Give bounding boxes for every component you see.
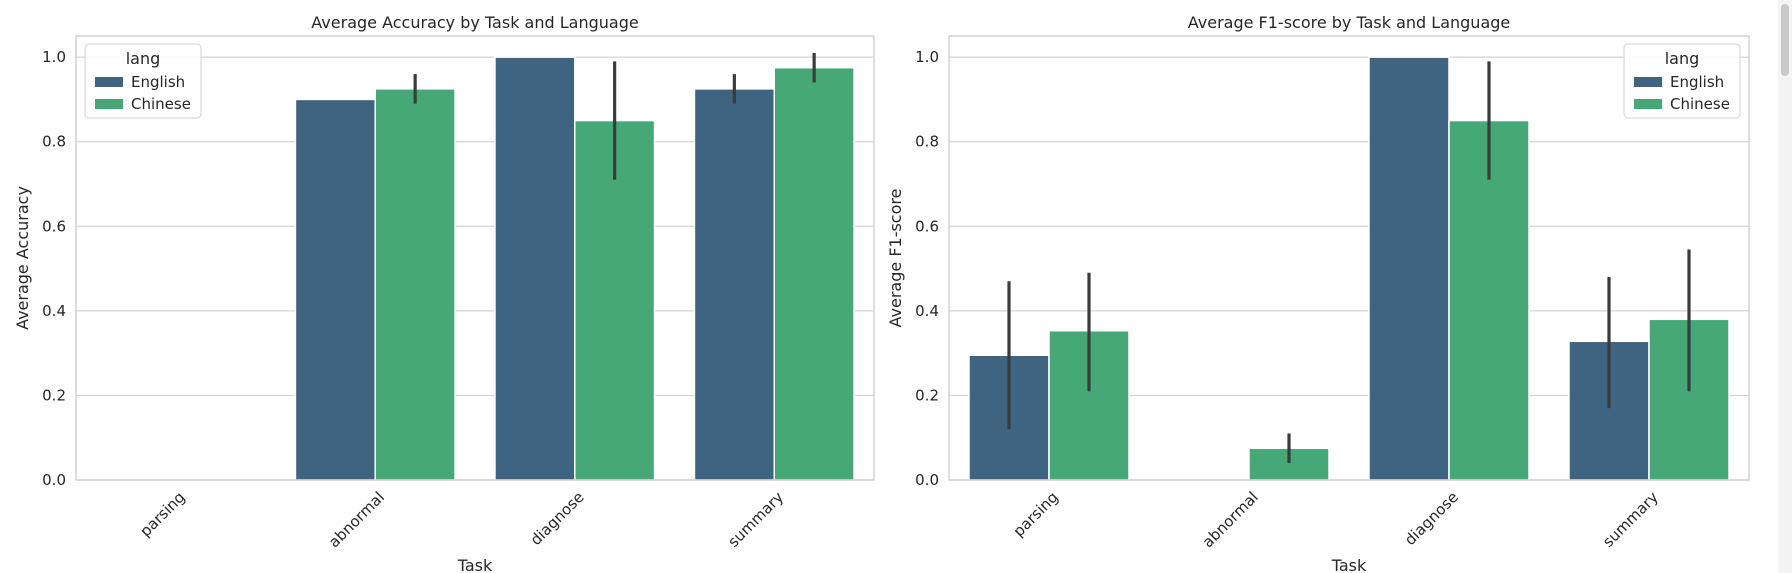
x-tick-label: summary [724,488,787,551]
x-tick-label: parsing [136,488,188,540]
chart-panel-1: 0.0 0.2 0.4 0.6 0.8 1.0 parsing abnormal diagnos… [13,13,875,573]
legend-swatch-english [95,77,123,87]
scrollbar-thumb[interactable] [1781,4,1789,76]
legend: lang English Chinese [84,43,202,119]
bar-english-diagnose [494,56,576,481]
y-tick-label: 0.2 [915,386,939,404]
y-tick-label: 1.0 [915,48,939,66]
legend-label-chinese: Chinese [1670,95,1730,113]
y-tick-label: 0.0 [915,471,939,489]
y-tick-label: 0.8 [42,133,66,151]
chart-title: Average Accuracy by Task and Language [311,13,638,32]
y-tick-label: 0.4 [42,302,66,320]
legend-title: lang [126,49,161,68]
x-tick-label: abnormal [1199,488,1262,551]
bar-chinese-diagnose [574,119,656,481]
legend: lang English Chinese [1623,43,1741,119]
y-tick-label: 0.6 [42,217,66,235]
bar-english-summary [693,88,776,481]
y-axis-label: Average Accuracy [13,186,32,330]
y-axis-label: Average F1-score [886,189,905,328]
bar-english-diagnose [1368,56,1450,481]
legend-swatch-chinese [95,99,123,109]
x-axis-label: Task [457,556,493,573]
legend-swatch-english [1634,77,1662,87]
plot-frame [948,35,1750,481]
bar-chinese-summary [773,66,855,481]
bar-chinese-diagnose [1448,119,1530,481]
x-tick-label: summary [1599,488,1662,551]
x-tick-label: parsing [1010,488,1062,540]
legend-label-chinese: Chinese [131,95,191,113]
legend-label-english: English [131,73,185,91]
x-tick-label: diagnose [527,488,588,549]
chart-panel-2: 0.0 0.2 0.4 0.6 0.8 1.0 parsing abnormal diagnos… [886,13,1750,573]
y-tick-label: 1.0 [42,48,66,66]
legend-title: lang [1665,49,1700,68]
y-tick-label: 0.0 [42,471,66,489]
x-axis-label: Task [1331,556,1367,573]
bar-english-abnormal [294,98,377,481]
x-tick-label: abnormal [325,488,388,551]
vertical-scrollbar[interactable] [1778,0,1792,573]
legend-swatch-chinese [1634,99,1662,109]
bar-chinese-abnormal [374,88,456,481]
plot-frame [75,35,875,481]
y-tick-label: 0.2 [42,386,66,404]
y-tick-label: 0.6 [915,217,939,235]
x-tick-label: diagnose [1401,488,1462,549]
y-tick-label: 0.8 [915,133,939,151]
y-tick-label: 0.4 [915,302,939,320]
chart-title: Average F1-score by Task and Language [1188,13,1511,32]
legend-label-english: English [1670,73,1724,91]
